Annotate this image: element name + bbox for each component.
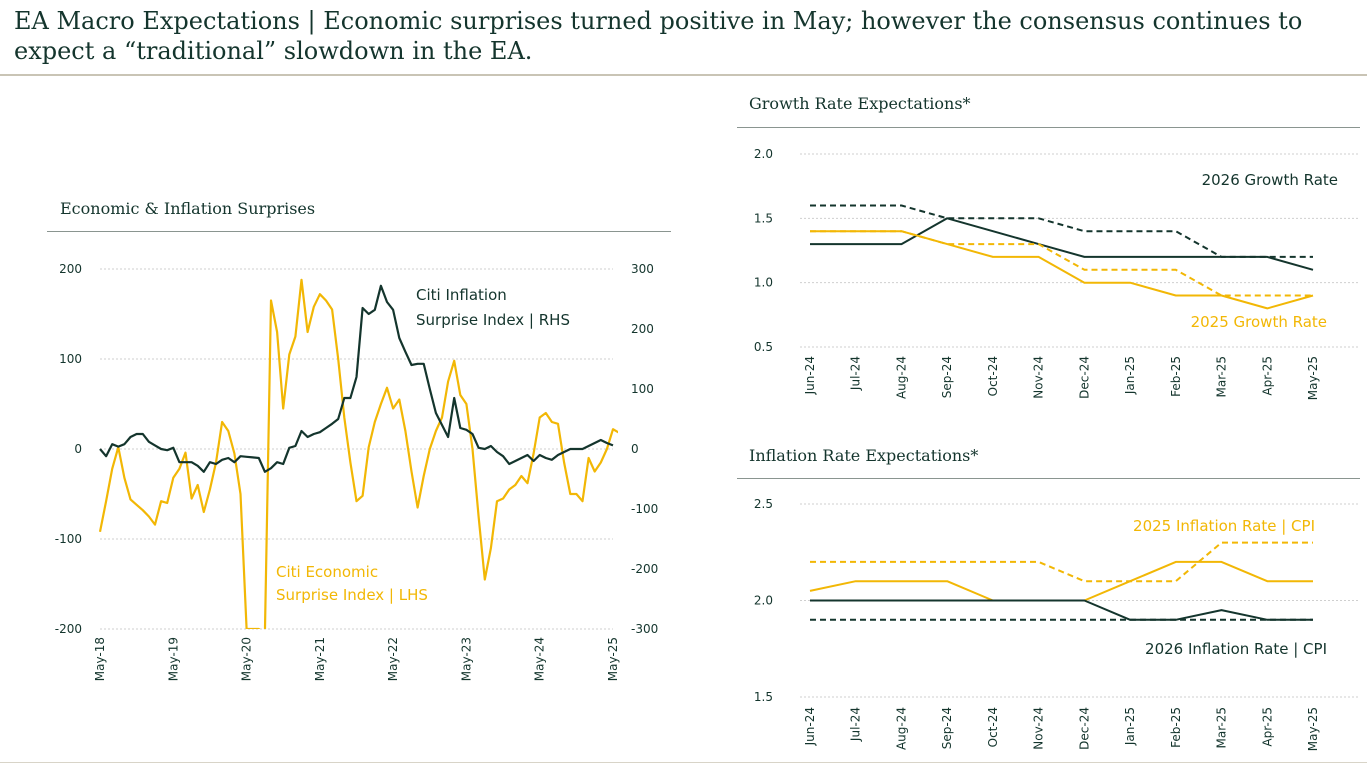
series-line-citi-economic-surprise-index-lhs [98,278,618,629]
x-tick-jan-25: Jan-25 [1123,707,1137,746]
x-tick-jun-24: Jun-24 [803,707,817,746]
economic-surprise-label-line-1: Citi Economic [276,563,378,581]
y-right-tick-200: -200 [631,562,658,576]
y-right-tick-300: -300 [631,622,658,636]
bottom-divider [0,762,1367,763]
x-tick-aug-24: Aug-24 [894,707,908,750]
x-tick-apr-25: Apr-25 [1260,707,1274,747]
series-line-2025-growth-rate-dashed [810,230,1313,297]
series-line-2025-growth-rate-solid [810,230,1314,310]
economic-surprise-label-line-2: Surprise Index | LHS [276,586,428,604]
x-tick-feb-25: Feb-25 [1169,356,1183,397]
x-tick-may-19: May-19 [166,637,180,681]
x-tick-jul-24: Jul-24 [849,707,863,742]
y-right-tick-100: 100 [631,382,654,396]
series-label-2025-growth-rate: 2025 Growth Rate [1191,313,1327,331]
series-label-2025-inflation-rate-cpi: 2025 Inflation Rate | CPI [1133,517,1315,535]
inflation-chart: 1.5 2.0 2.5 Jun-24 Jul-24 Aug-24 Sep-24 Oct-24 N… [754,497,1360,751]
growth-title-rule [737,127,1360,128]
y-tick-1-5: 1.5 [754,211,773,225]
y-left-tick-200: 200 [59,262,82,276]
x-tick-feb-25: Feb-25 [1169,707,1183,748]
series-label-2026-growth-rate: 2026 Growth Rate [1202,171,1338,189]
series-line-2025-inflation-rate-cpi-dashed [810,541,1313,583]
x-tick-mar-25: Mar-25 [1215,707,1229,748]
x-tick-may-18: May-18 [93,637,107,681]
series-label-2026-inflation-rate-cpi: 2026 Inflation Rate | CPI [1145,640,1327,658]
x-tick-dec-24: Dec-24 [1077,356,1091,399]
x-tick-may-20: May-20 [240,637,254,681]
growth-chart: 0.5 1.0 1.5 2.0 Jun-24 Jul-24 Aug-24 Sep-24 Oct-… [754,147,1360,400]
x-tick-nov-24: Nov-24 [1032,707,1046,750]
y-tick-2-0: 2.0 [754,147,773,161]
series-line-citi-inflation-surprise-index-rhs [99,284,614,473]
y-right-tick-200: 200 [631,322,654,336]
x-tick-oct-24: Oct-24 [986,356,1000,396]
surprises-title-rule [47,231,671,232]
x-tick-may-24: May-24 [533,637,547,681]
x-tick-oct-24: Oct-24 [986,707,1000,747]
series-line-2026-inflation-rate-cpi-solid [810,599,1313,621]
x-tick-jul-24: Jul-24 [849,356,863,391]
y-tick-1-5: 1.5 [754,690,773,704]
series-line-2026-growth-rate-solid [810,217,1314,271]
inflation-chart-title: Inflation Rate Expectations* [749,446,979,465]
y-right-tick-0: 0 [631,442,639,456]
y-tick-1-0: 1.0 [754,276,773,290]
inflation-title-rule [737,478,1360,479]
y-right-tick-300: 300 [631,262,654,276]
x-tick-jan-25: Jan-25 [1123,356,1137,395]
x-tick-nov-24: Nov-24 [1032,356,1046,399]
y-right-tick-100: -100 [631,502,658,516]
inflation-surprise-label-line-1: Citi Inflation [416,286,507,304]
title-divider [0,74,1367,76]
x-tick-aug-24: Aug-24 [894,356,908,399]
x-tick-mar-25: Mar-25 [1215,356,1229,397]
inflation-surprise-label-line-2: Surprise Index | RHS [416,311,570,329]
surprises-chart: -200 -100 0 100 200 -300 -200 -100 0 100 200 300 May… [55,262,658,681]
x-tick-may-22: May-22 [386,637,400,681]
series-line-2025-inflation-rate-cpi-solid [809,560,1313,602]
x-tick-may-25: May-25 [606,637,620,681]
y-left-tick-100: 100 [59,352,82,366]
x-tick-jun-24: Jun-24 [803,356,817,395]
x-tick-apr-25: Apr-25 [1260,356,1274,396]
surprises-chart-title: Economic & Inflation Surprises [60,199,316,218]
x-tick-may-23: May-23 [459,637,473,681]
growth-chart-title: Growth Rate Expectations* [749,94,971,113]
y-tick-2-5: 2.5 [754,497,773,511]
y-tick-2-0: 2.0 [754,594,773,608]
y-left-tick-0: 0 [74,442,82,456]
x-tick-may-25: May-25 [1306,356,1320,400]
y-tick-0-5: 0.5 [754,340,773,354]
x-tick-may-21: May-21 [313,637,327,681]
y-left-tick-200: -200 [55,622,82,636]
x-tick-sep-24: Sep-24 [940,356,954,398]
y-left-tick-100: -100 [55,532,82,546]
page-title: EA Macro Expectations | Economic surpris… [14,7,1303,65]
x-tick-dec-24: Dec-24 [1077,707,1091,750]
x-tick-may-25: May-25 [1306,707,1320,751]
series-line-2026-growth-rate-dashed [810,204,1313,258]
x-tick-sep-24: Sep-24 [940,707,954,749]
